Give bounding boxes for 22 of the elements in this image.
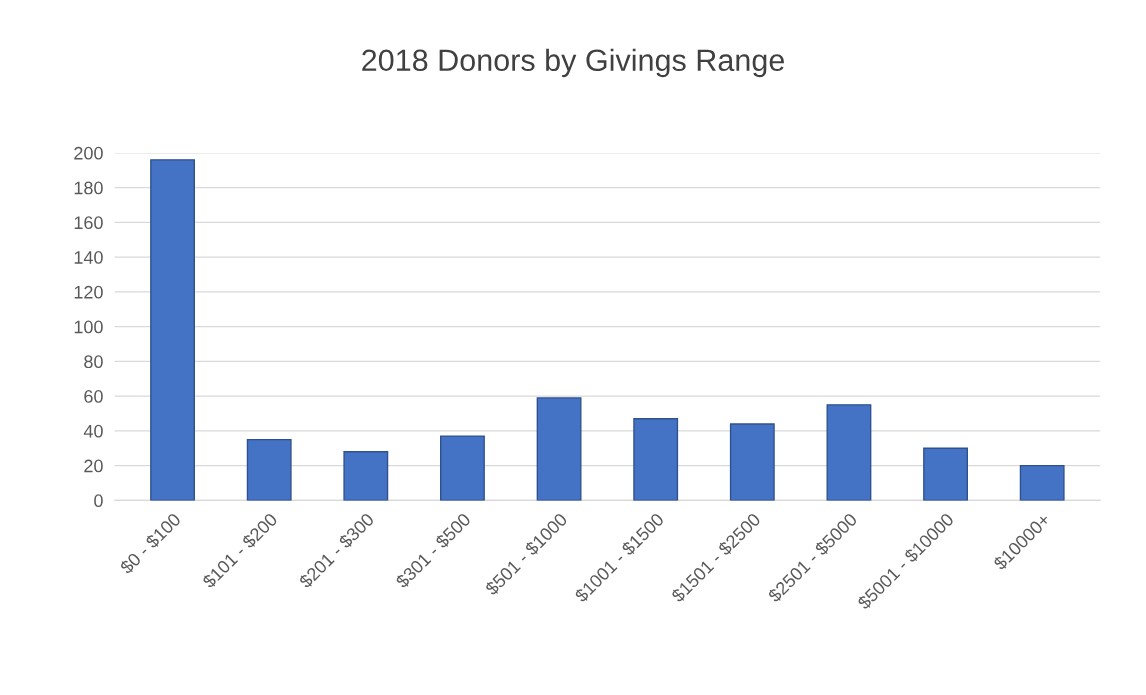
y-tick-label: 80: [84, 355, 103, 369]
y-tick-label: 160: [74, 216, 103, 230]
bar: [729, 423, 775, 501]
bar: [923, 447, 968, 501]
y-tick-label: 40: [83, 424, 103, 438]
bar: [440, 435, 485, 501]
chart-title: 2018 Donors by Givings Range: [362, 48, 784, 78]
bar: [246, 438, 292, 501]
y-tick-label: 200: [74, 146, 103, 160]
bar: [536, 397, 582, 501]
bar: [826, 404, 872, 501]
y-tick-label: 60: [84, 390, 103, 403]
bar: [150, 159, 196, 501]
bar: [633, 418, 679, 501]
y-tick-label: 120: [74, 285, 103, 299]
y-tick-label: 20: [84, 459, 103, 473]
y-tick-label: 180: [74, 181, 103, 195]
y-tick-label: 0: [94, 494, 103, 508]
y-tick-label: 140: [74, 251, 103, 264]
y-tick-label: 100: [74, 320, 103, 334]
bar: [1019, 464, 1065, 501]
bar: [343, 451, 389, 501]
